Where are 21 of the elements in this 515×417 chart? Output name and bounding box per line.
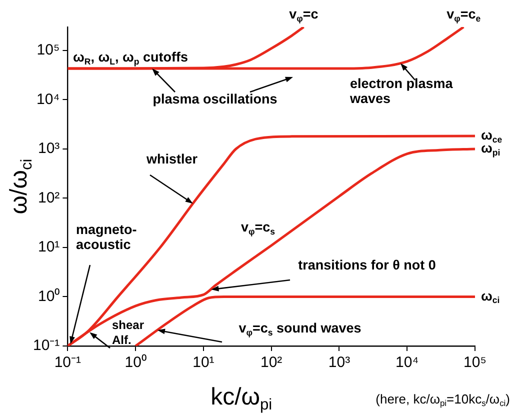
annotation: electron plasma waves (349, 76, 454, 106)
x-tick-label: 10⁵ (464, 354, 486, 372)
y-tick-label: 10³ (38, 140, 60, 158)
annotation: transitions for θ not 0 (298, 258, 436, 273)
y-tick-label: 10² (38, 189, 60, 206)
annotation: plasma oscillations (152, 92, 278, 107)
annotation: magneto- acoustic (76, 222, 137, 252)
y-tick-label: 10⁴ (36, 90, 60, 108)
y-axis-title: ω/ωci (6, 158, 36, 214)
x-tick-label: 10⁴ (396, 354, 419, 372)
x-tick-label: 10² (260, 354, 282, 372)
x-tick-label: 10¹ (192, 354, 214, 372)
x-tick-label: 10⁰ (124, 354, 146, 372)
y-tick-label: 10⁵ (36, 42, 60, 59)
y-tick-label: 10¹ (38, 238, 60, 256)
y-tick-label: 10⁻¹ (32, 337, 60, 354)
y-tick-label: 10⁰ (38, 288, 60, 305)
annotation: whistler (145, 152, 198, 167)
annotation: shear Alf. (112, 318, 144, 347)
x-tick-label: 10³ (328, 354, 350, 372)
x-tick-label: 10⁻¹ (54, 354, 82, 372)
